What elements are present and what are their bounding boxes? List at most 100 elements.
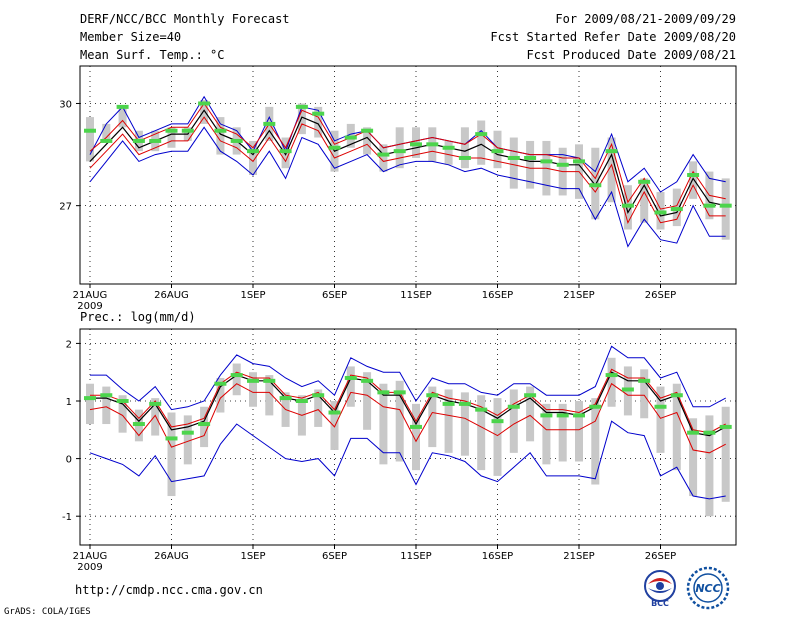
temp-min-line [89,126,726,248]
precip-median-mark [149,401,162,406]
precip-x-tick-label: 21AUG [73,551,108,562]
precip-median-mark [556,413,569,418]
precip-mean-line [90,371,726,437]
temp-median-mark [670,207,683,212]
temp-median-mark [573,159,585,164]
temp-median-mark [687,173,700,177]
precip-box [412,403,420,471]
precip-median-mark [475,407,488,412]
precip-box [721,406,730,502]
temp-x-tick-label: 6SEP [322,290,347,301]
precip-box [314,389,323,427]
temp-box [363,127,372,155]
temp-x-year-label: 2009 [77,301,102,312]
precip-y-tick-label: 1 [66,397,72,408]
precip-median-mark [670,393,683,398]
precip-x-tick-label: 26SEP [645,551,676,562]
temp-box [118,106,127,128]
member-size-label: Member Size=40 [80,30,182,44]
source-url[interactable]: http://cmdp.ncc.cma.gov.cn [75,583,263,597]
temp-median-mark [181,128,194,133]
precip-box [363,372,372,430]
precip-median-mark [573,413,585,418]
precip-x-tick-label: 26AUG [154,551,189,562]
temp-median-mark [263,121,276,126]
precip-median-mark [524,393,537,398]
temp-box [167,127,176,148]
precip-x-tick-label: 6SEP [322,551,347,562]
precip-box [330,401,339,450]
temp-median-mark [214,128,227,133]
temp-box [200,100,209,124]
precip-box [216,377,225,413]
temp-box [379,144,388,172]
forecast-produced-date: Fcst Produced Date 2009/08/21 [526,48,736,62]
precip-box [575,401,583,462]
temp-x-tick-label: 21AUG [73,290,108,301]
precip-median-mark [654,404,667,409]
temp-box [640,178,649,223]
precip-median-mark [230,373,243,378]
temp-max-line [89,95,726,193]
temp-median-mark [328,145,341,150]
precip-x-year-label: 2009 [77,562,102,573]
precip-median-mark [507,404,520,409]
temp-median-mark [344,135,357,140]
precip-max-line [90,345,726,411]
precip-box [183,415,192,465]
temp-y-tick-label: 30 [59,99,72,110]
precip-median-mark [279,396,292,401]
temp-x-tick-label: 21SEP [563,290,594,301]
temp-median-mark [393,149,406,154]
precip-x-tick-label: 21SEP [563,551,594,562]
precip-median-mark [426,393,439,398]
precip-median-mark [198,422,211,427]
temp-box [689,161,698,199]
precip-box [346,366,355,407]
temp-median-mark [312,111,325,116]
precip-median-mark [491,419,504,424]
precip-median-mark [361,378,374,383]
temp-median-mark [132,138,145,143]
precip-median-mark [687,430,700,435]
temp-median-mark [198,101,211,106]
temp-median-mark [165,128,178,133]
precip-box [640,369,649,419]
precip-x-tick-label: 11SEP [400,551,431,562]
temp-median-mark [556,162,569,167]
precip-box [558,403,567,462]
precip-box [460,392,469,456]
grads-credit: GrADS: COLA/IGES [4,607,91,617]
precip-box [493,398,502,476]
temp-median-mark [84,128,96,133]
temp-median-mark [247,149,259,154]
precip-median-mark [295,399,308,403]
precip-y-tick-label: -1 [62,512,72,523]
temp-lower-pct-line [89,116,726,225]
precip-box [705,415,714,517]
temp-box [249,140,257,175]
temp-median-mark [442,145,455,150]
temp-box [395,127,404,169]
precip-min-line [89,420,726,500]
temp-box [314,106,323,138]
precip-median-mark [181,430,194,435]
variable-label: Mean Surf. Temp.: °C [80,48,225,62]
precip-box [607,357,616,407]
precip-median-mark [247,378,259,383]
bcc-logo-text: BCC [651,599,669,608]
chart-title: DERF/NCC/BCC Monthly Forecast [80,12,290,26]
temp-median-mark [507,155,520,160]
precip-median-mark [214,381,227,386]
temp-median-mark [279,149,292,154]
precip-lower-pct-line [89,382,726,454]
precip-median-mark [312,393,325,398]
temp-box [607,137,616,203]
precip-box [249,372,257,407]
precip-x-tick-label: 1SEP [240,551,265,562]
precip-box [200,406,209,448]
precip-y-tick-label: 2 [66,339,72,350]
precip-median-mark [84,396,96,401]
temp-box [444,140,453,165]
